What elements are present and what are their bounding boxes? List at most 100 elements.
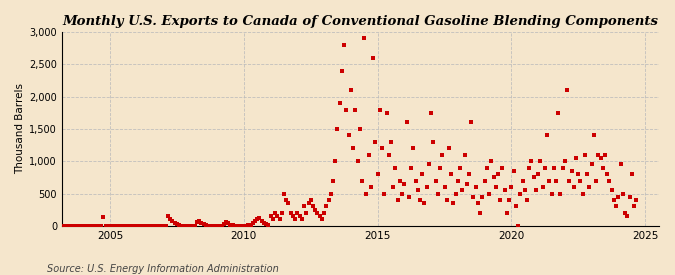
Point — [566, 169, 577, 173]
Point — [225, 222, 236, 227]
Point — [450, 191, 461, 196]
Point — [256, 219, 267, 223]
Point — [399, 182, 410, 186]
Point — [103, 224, 113, 228]
Point — [448, 201, 459, 205]
Point — [298, 204, 309, 209]
Point — [356, 178, 367, 183]
Point — [615, 162, 626, 167]
Point — [624, 195, 635, 199]
Point — [132, 224, 142, 228]
Point — [127, 224, 138, 228]
Point — [568, 185, 579, 189]
Point — [417, 172, 428, 176]
Point — [479, 178, 490, 183]
Point — [575, 178, 586, 183]
Point — [513, 224, 524, 228]
Point — [537, 185, 548, 189]
Point — [286, 211, 296, 215]
Point — [238, 224, 249, 228]
Point — [475, 211, 485, 215]
Point — [53, 224, 64, 228]
Point — [599, 153, 610, 157]
Point — [423, 162, 434, 167]
Point — [243, 223, 254, 227]
Point — [350, 107, 360, 112]
Point — [234, 224, 245, 228]
Point — [502, 211, 512, 215]
Point — [553, 111, 564, 115]
Point — [91, 224, 102, 228]
Point — [346, 88, 356, 92]
Point — [390, 166, 401, 170]
Point — [158, 224, 169, 228]
Point — [383, 153, 394, 157]
Point — [555, 191, 566, 196]
Point — [330, 159, 341, 163]
Point — [185, 224, 196, 228]
Point — [69, 224, 80, 228]
Point — [198, 222, 209, 226]
Point — [363, 153, 374, 157]
Point — [597, 166, 608, 170]
Point — [267, 217, 278, 222]
Point — [524, 166, 535, 170]
Point — [412, 188, 423, 192]
Point — [392, 198, 403, 202]
Point — [312, 211, 323, 215]
Point — [219, 222, 230, 226]
Point — [98, 215, 109, 220]
Point — [173, 223, 184, 227]
Point — [319, 211, 329, 215]
Point — [466, 120, 477, 125]
Point — [573, 172, 584, 176]
Point — [80, 224, 91, 228]
Point — [74, 224, 84, 228]
Point — [439, 185, 450, 189]
Point — [259, 221, 269, 225]
Point — [305, 198, 316, 202]
Point — [526, 159, 537, 163]
Point — [602, 172, 613, 176]
Point — [214, 224, 225, 228]
Point — [341, 107, 352, 112]
Point — [116, 224, 127, 228]
Point — [481, 166, 492, 170]
Point — [421, 185, 432, 189]
Point — [591, 178, 601, 183]
Point — [125, 224, 136, 228]
Point — [196, 221, 207, 225]
Point — [495, 198, 506, 202]
Point — [410, 178, 421, 183]
Point — [587, 162, 597, 167]
Point — [272, 214, 283, 218]
Point — [136, 224, 146, 228]
Point — [522, 198, 533, 202]
Point — [87, 224, 98, 228]
Point — [580, 153, 591, 157]
Point — [321, 204, 331, 209]
Point — [236, 224, 247, 228]
Point — [348, 146, 358, 150]
Point — [276, 211, 287, 215]
Point — [609, 198, 620, 202]
Point — [426, 111, 437, 115]
Point — [301, 211, 312, 215]
Point — [372, 172, 383, 176]
Point — [207, 224, 218, 228]
Point — [504, 198, 514, 202]
Point — [361, 191, 372, 196]
Point — [283, 201, 294, 205]
Point — [263, 222, 274, 227]
Point — [441, 198, 452, 202]
Point — [281, 198, 292, 202]
Point — [67, 224, 78, 228]
Point — [78, 223, 88, 228]
Point — [437, 153, 448, 157]
Point — [294, 214, 305, 218]
Point — [541, 133, 552, 138]
Point — [134, 224, 144, 228]
Point — [564, 178, 575, 183]
Point — [254, 216, 265, 220]
Point — [332, 127, 343, 131]
